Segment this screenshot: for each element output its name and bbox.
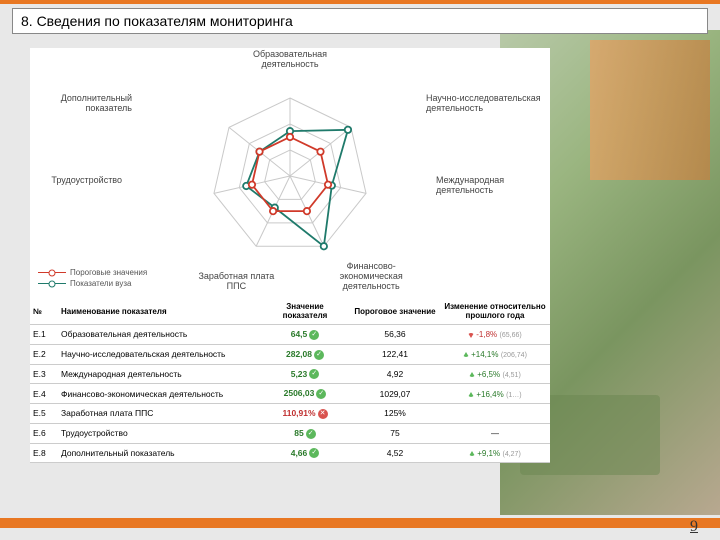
cell-delta: -1,8% (65,66) xyxy=(440,325,550,345)
table-row: E.6Трудоустройство85✓75— xyxy=(30,423,550,443)
radar-chart: Образовательная деятельность Научно-иссл… xyxy=(30,48,550,298)
cell-value: 5,23✓ xyxy=(260,364,350,384)
table-row: E.1Образовательная деятельность64,5✓56,3… xyxy=(30,325,550,345)
cell-value: 4,66✓ xyxy=(260,443,350,463)
table-row: E.5Заработная плата ППС110,91%✕125% xyxy=(30,404,550,424)
cell-value: 282,08✓ xyxy=(260,344,350,364)
table-row: E.2Научно-исследовательская деятельность… xyxy=(30,344,550,364)
table-header-row: № Наименование показателя Значение показ… xyxy=(30,298,550,325)
cell-name: Дополнительный показатель xyxy=(58,443,260,463)
legend-line-indicator xyxy=(38,283,66,284)
cell-id: E.5 xyxy=(30,404,58,424)
axis-label-0: Образовательная деятельность xyxy=(230,50,350,70)
axis-label-6: Дополнительный показатель xyxy=(32,94,132,114)
col-name: Наименование показателя xyxy=(58,298,260,325)
legend-line-threshold xyxy=(38,272,66,273)
table-row: E.4Финансово-экономическая деятельность2… xyxy=(30,384,550,404)
col-threshold: Пороговое значение xyxy=(350,298,440,325)
radar-legend: Пороговые значения Показатели вуза xyxy=(38,268,147,290)
indicators-table: № Наименование показателя Значение показ… xyxy=(30,298,550,463)
content-panel: Образовательная деятельность Научно-иссл… xyxy=(30,48,550,463)
cell-name: Образовательная деятельность xyxy=(58,325,260,345)
cell-threshold: 4,92 xyxy=(350,364,440,384)
cell-id: E.8 xyxy=(30,443,58,463)
cell-threshold: 122,41 xyxy=(350,344,440,364)
cell-id: E.4 xyxy=(30,384,58,404)
cell-id: E.3 xyxy=(30,364,58,384)
cell-value: 64,5✓ xyxy=(260,325,350,345)
cell-delta: +9,1% (4,27) xyxy=(440,443,550,463)
cell-value: 2506,03✓ xyxy=(260,384,350,404)
table-row: E.3Международная деятельность5,23✓4,92+6… xyxy=(30,364,550,384)
cell-name: Трудоустройство xyxy=(58,423,260,443)
legend-threshold: Пороговые значения xyxy=(38,268,147,277)
col-id: № xyxy=(30,298,58,325)
cell-threshold: 125% xyxy=(350,404,440,424)
table-body: E.1Образовательная деятельность64,5✓56,3… xyxy=(30,325,550,463)
cell-value: 110,91%✕ xyxy=(260,404,350,424)
cell-delta: +14,1% (206,74) xyxy=(440,344,550,364)
page-number: 9 xyxy=(690,518,698,536)
section-title: 8. Сведения по показателям мониторинга xyxy=(21,13,293,29)
legend-indicator-label: Показатели вуза xyxy=(70,279,131,288)
cell-id: E.2 xyxy=(30,344,58,364)
cell-id: E.1 xyxy=(30,325,58,345)
cell-delta: — xyxy=(440,423,550,443)
table-row: E.8Дополнительный показатель4,66✓4,52+9,… xyxy=(30,443,550,463)
cell-name: Международная деятельность xyxy=(58,364,260,384)
axis-label-1: Научно-исследовательская деятельность xyxy=(426,94,546,114)
cell-delta xyxy=(440,404,550,424)
cell-id: E.6 xyxy=(30,423,58,443)
cell-threshold: 56,36 xyxy=(350,325,440,345)
axis-label-4: Заработная плата ППС xyxy=(196,272,276,292)
section-header: 8. Сведения по показателям мониторинга xyxy=(12,8,708,34)
cell-value: 85✓ xyxy=(260,423,350,443)
axis-label-2: Международная деятельность xyxy=(436,176,546,196)
cell-threshold: 4,52 xyxy=(350,443,440,463)
cell-name: Заработная плата ППС xyxy=(58,404,260,424)
cell-threshold: 75 xyxy=(350,423,440,443)
legend-indicator: Показатели вуза xyxy=(38,279,147,288)
axis-label-3: Финансово-экономическая деятельность xyxy=(321,262,421,292)
col-delta: Изменение относительно прошлого года xyxy=(440,298,550,325)
cell-name: Финансово-экономическая деятельность xyxy=(58,384,260,404)
cell-name: Научно-исследовательская деятельность xyxy=(58,344,260,364)
axis-label-5: Трудоустройство xyxy=(32,176,122,186)
radar-svg xyxy=(160,58,420,288)
cell-delta: +6,5% (4,51) xyxy=(440,364,550,384)
accent-bar-bottom xyxy=(0,518,720,528)
cell-delta: +16,4% (1…) xyxy=(440,384,550,404)
legend-threshold-label: Пороговые значения xyxy=(70,268,147,277)
accent-bar-top xyxy=(0,0,720,4)
col-value: Значение показателя xyxy=(260,298,350,325)
cell-threshold: 1029,07 xyxy=(350,384,440,404)
